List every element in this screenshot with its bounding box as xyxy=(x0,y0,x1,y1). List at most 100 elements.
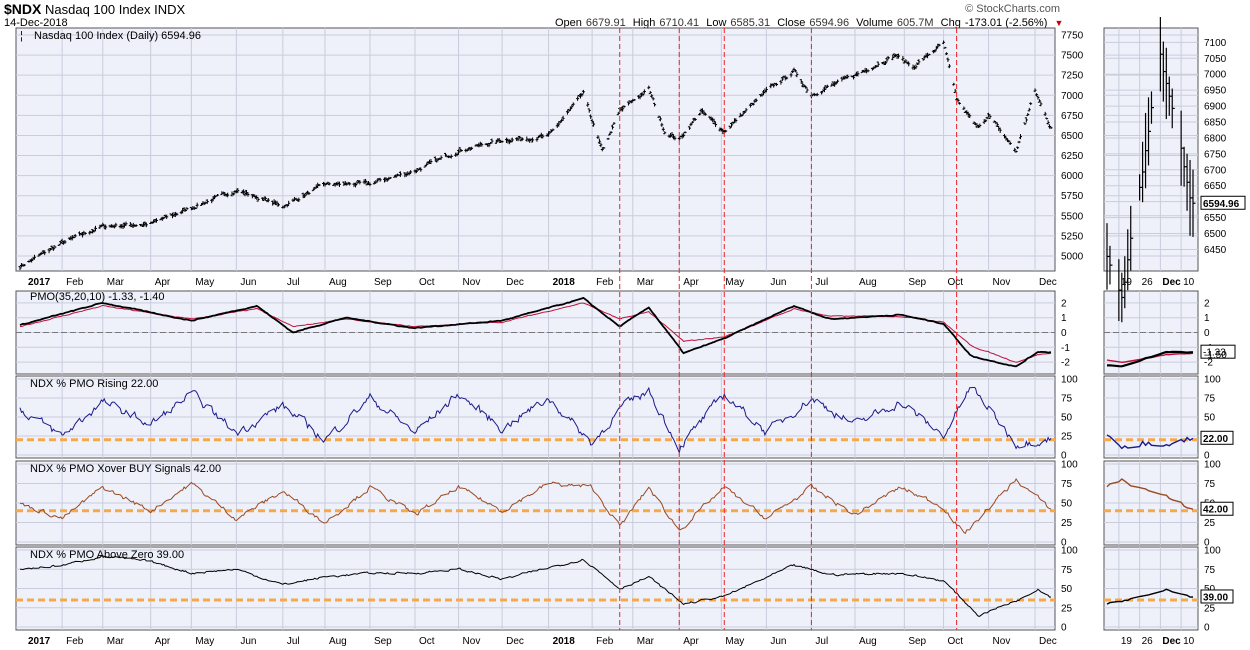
y-tick-label: 0 xyxy=(1061,623,1067,634)
y-tick-label: 7750 xyxy=(1061,31,1084,42)
rising-line xyxy=(19,386,1052,455)
x-tick-label: Oct xyxy=(948,636,964,647)
price-zoom-panel-bg xyxy=(1103,27,1199,272)
x-tick-label: Dec xyxy=(506,277,524,288)
high-label: High xyxy=(632,17,656,29)
low-label: Low xyxy=(706,17,727,29)
zoom-rising-line xyxy=(1106,434,1194,450)
x-tick-label: Nov xyxy=(463,277,481,288)
x-tick-label: 2017 xyxy=(28,277,51,288)
x-tick-label: Jul xyxy=(287,277,300,288)
zoom-y-tick-label: 7000 xyxy=(1204,70,1227,81)
y-tick-label: 100 xyxy=(1061,546,1078,557)
zoom-y-tick-label: 100 xyxy=(1204,460,1221,471)
zoom-x-tick-label: 19 xyxy=(1121,636,1133,647)
y-tick-label: 7500 xyxy=(1061,51,1084,62)
zoom-y-tick-label: 25 xyxy=(1204,518,1216,529)
credit-text[interactable]: © StockCharts.com xyxy=(965,3,1060,15)
x-tick-label: Dec xyxy=(506,636,524,647)
x-tick-label: Apr xyxy=(155,636,171,647)
x-tick-label: Aug xyxy=(329,636,347,647)
x-tick-label: Apr xyxy=(683,277,699,288)
chart-symbol: $NDX Nasdaq 100 Index INDX xyxy=(4,1,185,17)
x-tick-label: 2018 xyxy=(553,277,576,288)
x-tick-label: May xyxy=(725,636,744,647)
y-tick-label: 75 xyxy=(1061,394,1073,405)
y-tick-label: 5500 xyxy=(1061,211,1084,222)
x-tick-label: Mar xyxy=(637,277,655,288)
x-tick-label: Mar xyxy=(637,636,655,647)
xover-line xyxy=(19,478,1052,535)
latest-price-label: 6594.96 xyxy=(1203,199,1240,210)
x-tick-label: Jul xyxy=(287,636,300,647)
zoom-y-tick-label: 6450 xyxy=(1204,245,1227,256)
zoom-x-tick-label: Dec xyxy=(1162,636,1181,647)
symbol-text: $NDX xyxy=(4,1,42,17)
zoom-y-tick-label: 0 xyxy=(1204,328,1210,339)
x-tick-label: Nov xyxy=(993,636,1011,647)
latest-pmo-tag xyxy=(1200,344,1236,359)
x-tick-label: Oct xyxy=(948,277,964,288)
y-tick-label: -1 xyxy=(1061,343,1070,354)
xover-latest-tag xyxy=(1200,501,1234,516)
zoom-y-tick-label: 50 xyxy=(1204,413,1216,424)
y-tick-label: 0 xyxy=(1061,538,1067,549)
y-tick-label: 75 xyxy=(1061,565,1073,576)
x-tick-label: Apr xyxy=(155,277,171,288)
x-tick-label: Jun xyxy=(240,277,256,288)
x-tick-label: Sep xyxy=(908,636,926,647)
zoom-y-tick-label: 6800 xyxy=(1204,133,1227,144)
x-tick-label: Nov xyxy=(463,636,481,647)
zoom-x-tick-label: 10 xyxy=(1183,277,1195,288)
zoom-y-tick-label: 6850 xyxy=(1204,118,1227,129)
y-tick-label: 25 xyxy=(1061,432,1073,443)
volume-value: 605.7M xyxy=(896,17,934,29)
x-tick-label: Dec xyxy=(1039,636,1057,647)
index-name: Nasdaq 100 Index xyxy=(44,2,151,17)
zoom-xover-line xyxy=(1106,478,1194,510)
y-tick-label: 5250 xyxy=(1061,231,1084,242)
y-tick-label: 75 xyxy=(1061,479,1073,490)
x-tick-label: Dec xyxy=(1039,277,1057,288)
y-tick-label: 6000 xyxy=(1061,171,1084,182)
open-label: Open xyxy=(555,17,582,29)
xover-latest-label: 42.00 xyxy=(1203,505,1228,516)
x-tick-label: Oct xyxy=(419,636,435,647)
high-value: 6710.41 xyxy=(659,17,700,29)
rising-panel-title: NDX % PMO Rising 22.00 xyxy=(30,378,158,390)
zoom-y-tick-label: 75 xyxy=(1204,565,1216,576)
x-tick-label: Mar xyxy=(107,636,125,647)
x-tick-label: 2017 xyxy=(28,636,51,647)
zoom-y-tick-label: 6900 xyxy=(1204,102,1227,113)
y-tick-label: 5750 xyxy=(1061,191,1084,202)
zoom-x-tick-label: 26 xyxy=(1142,277,1154,288)
zoom-y-tick-label: 6750 xyxy=(1204,149,1227,160)
x-tick-label: Aug xyxy=(329,277,347,288)
exchange-text: INDX xyxy=(154,2,186,17)
zoom-pmo-line xyxy=(1106,350,1194,368)
latest-price-tag xyxy=(1200,195,1246,210)
low-value: 6585.31 xyxy=(730,17,771,29)
y-tick-label: 25 xyxy=(1061,603,1073,614)
above_zero-latest-tag xyxy=(1200,589,1234,604)
zoom-price-bars xyxy=(1106,17,1196,323)
y-tick-label: 0 xyxy=(1061,328,1067,339)
x-tick-label: Jul xyxy=(815,277,828,288)
y-tick-label: 7250 xyxy=(1061,71,1084,82)
zoom-y-tick-label: 7050 xyxy=(1204,54,1227,65)
y-tick-label: 6500 xyxy=(1061,131,1084,142)
y-tick-label: 5000 xyxy=(1061,251,1084,262)
zoom-y-tick-label: 75 xyxy=(1204,479,1216,490)
price-panel-title: Nasdaq 100 Index (Daily) 6594.96 xyxy=(34,30,201,42)
zoom-y-tick-label: 0 xyxy=(1204,623,1210,634)
zoom-y-tick-label: 7100 xyxy=(1204,38,1227,49)
x-tick-label: Nov xyxy=(993,277,1011,288)
chg-label: Chg xyxy=(940,17,961,29)
zoom-y-tick-label: 6950 xyxy=(1204,86,1227,97)
zoom-y-tick-label: 0 xyxy=(1204,451,1210,462)
zoom-y-tick-label: -2 xyxy=(1204,358,1213,369)
y-tick-label: 7000 xyxy=(1061,91,1084,102)
y-tick-label: 25 xyxy=(1061,518,1073,529)
y-tick-label: 100 xyxy=(1061,375,1078,386)
